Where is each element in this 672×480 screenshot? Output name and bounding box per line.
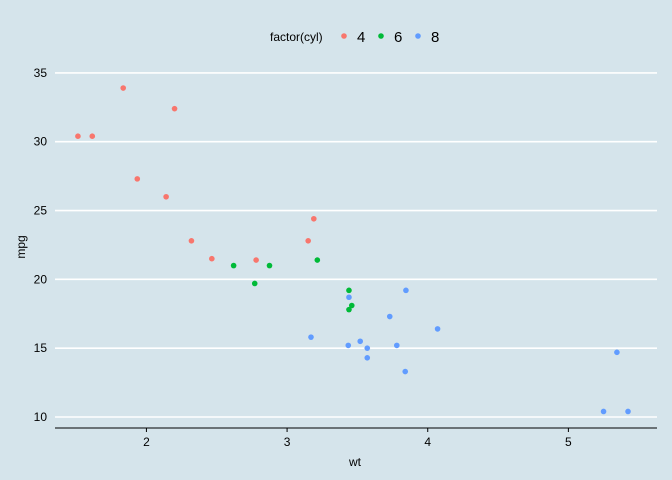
data-point — [403, 287, 409, 294]
x-axis-ticks: 2 3 4 5 — [143, 428, 572, 449]
data-point — [251, 280, 258, 287]
y-tick-label: 25 — [34, 204, 48, 218]
data-point — [348, 302, 355, 309]
legend-key-8 — [415, 33, 421, 39]
legend-label-4: 4 — [357, 29, 365, 46]
series-4 — [75, 85, 317, 263]
data-point — [209, 255, 215, 262]
data-point — [357, 338, 364, 345]
data-point — [188, 238, 195, 244]
data-point — [434, 326, 441, 332]
x-tick-label: 5 — [565, 435, 572, 449]
x-tick-label: 2 — [143, 435, 150, 449]
data-point — [614, 349, 620, 356]
legend-title: factor(cyl) — [270, 30, 323, 44]
data-point — [364, 355, 371, 361]
data-point — [402, 368, 409, 375]
series-8 — [308, 287, 631, 415]
data-point — [89, 133, 96, 140]
data-point — [600, 408, 607, 415]
legend-key-6 — [378, 33, 384, 39]
data-point — [625, 408, 631, 415]
data-point — [346, 294, 352, 301]
y-tick-label: 10 — [34, 410, 48, 424]
data-point — [120, 85, 127, 91]
data-point — [345, 342, 352, 349]
data-point — [346, 287, 352, 294]
data-point — [386, 313, 393, 320]
data-point — [266, 262, 273, 269]
legend-label-8: 8 — [431, 29, 439, 46]
y-tick-label: 15 — [34, 341, 48, 355]
legend-label-6: 6 — [394, 29, 402, 46]
data-point — [393, 342, 400, 349]
data-point — [308, 334, 314, 340]
data-point — [171, 105, 178, 112]
y-tick-label: 35 — [34, 66, 48, 80]
data-point — [163, 193, 169, 200]
x-tick-label: 3 — [284, 435, 291, 449]
data-point — [134, 176, 141, 182]
data-point — [230, 262, 237, 269]
y-tick-label: 30 — [34, 135, 48, 149]
x-axis-title: wt — [348, 455, 362, 469]
data-point — [346, 306, 352, 313]
data-point — [253, 257, 259, 263]
data-point — [305, 238, 311, 244]
legend: factor(cyl) 4 6 8 — [270, 29, 439, 46]
series-6 — [230, 257, 355, 313]
data-points — [75, 85, 631, 415]
data-point — [314, 257, 321, 263]
gridlines — [55, 72, 657, 418]
data-point — [311, 215, 317, 222]
data-point — [75, 133, 81, 140]
x-tick-label: 4 — [424, 435, 431, 449]
y-axis-ticks: 10 15 20 25 30 35 — [34, 66, 48, 424]
data-point — [364, 345, 371, 351]
y-tick-label: 20 — [34, 272, 48, 286]
legend-key-4 — [341, 33, 347, 39]
y-axis-title: mpg — [14, 235, 28, 258]
